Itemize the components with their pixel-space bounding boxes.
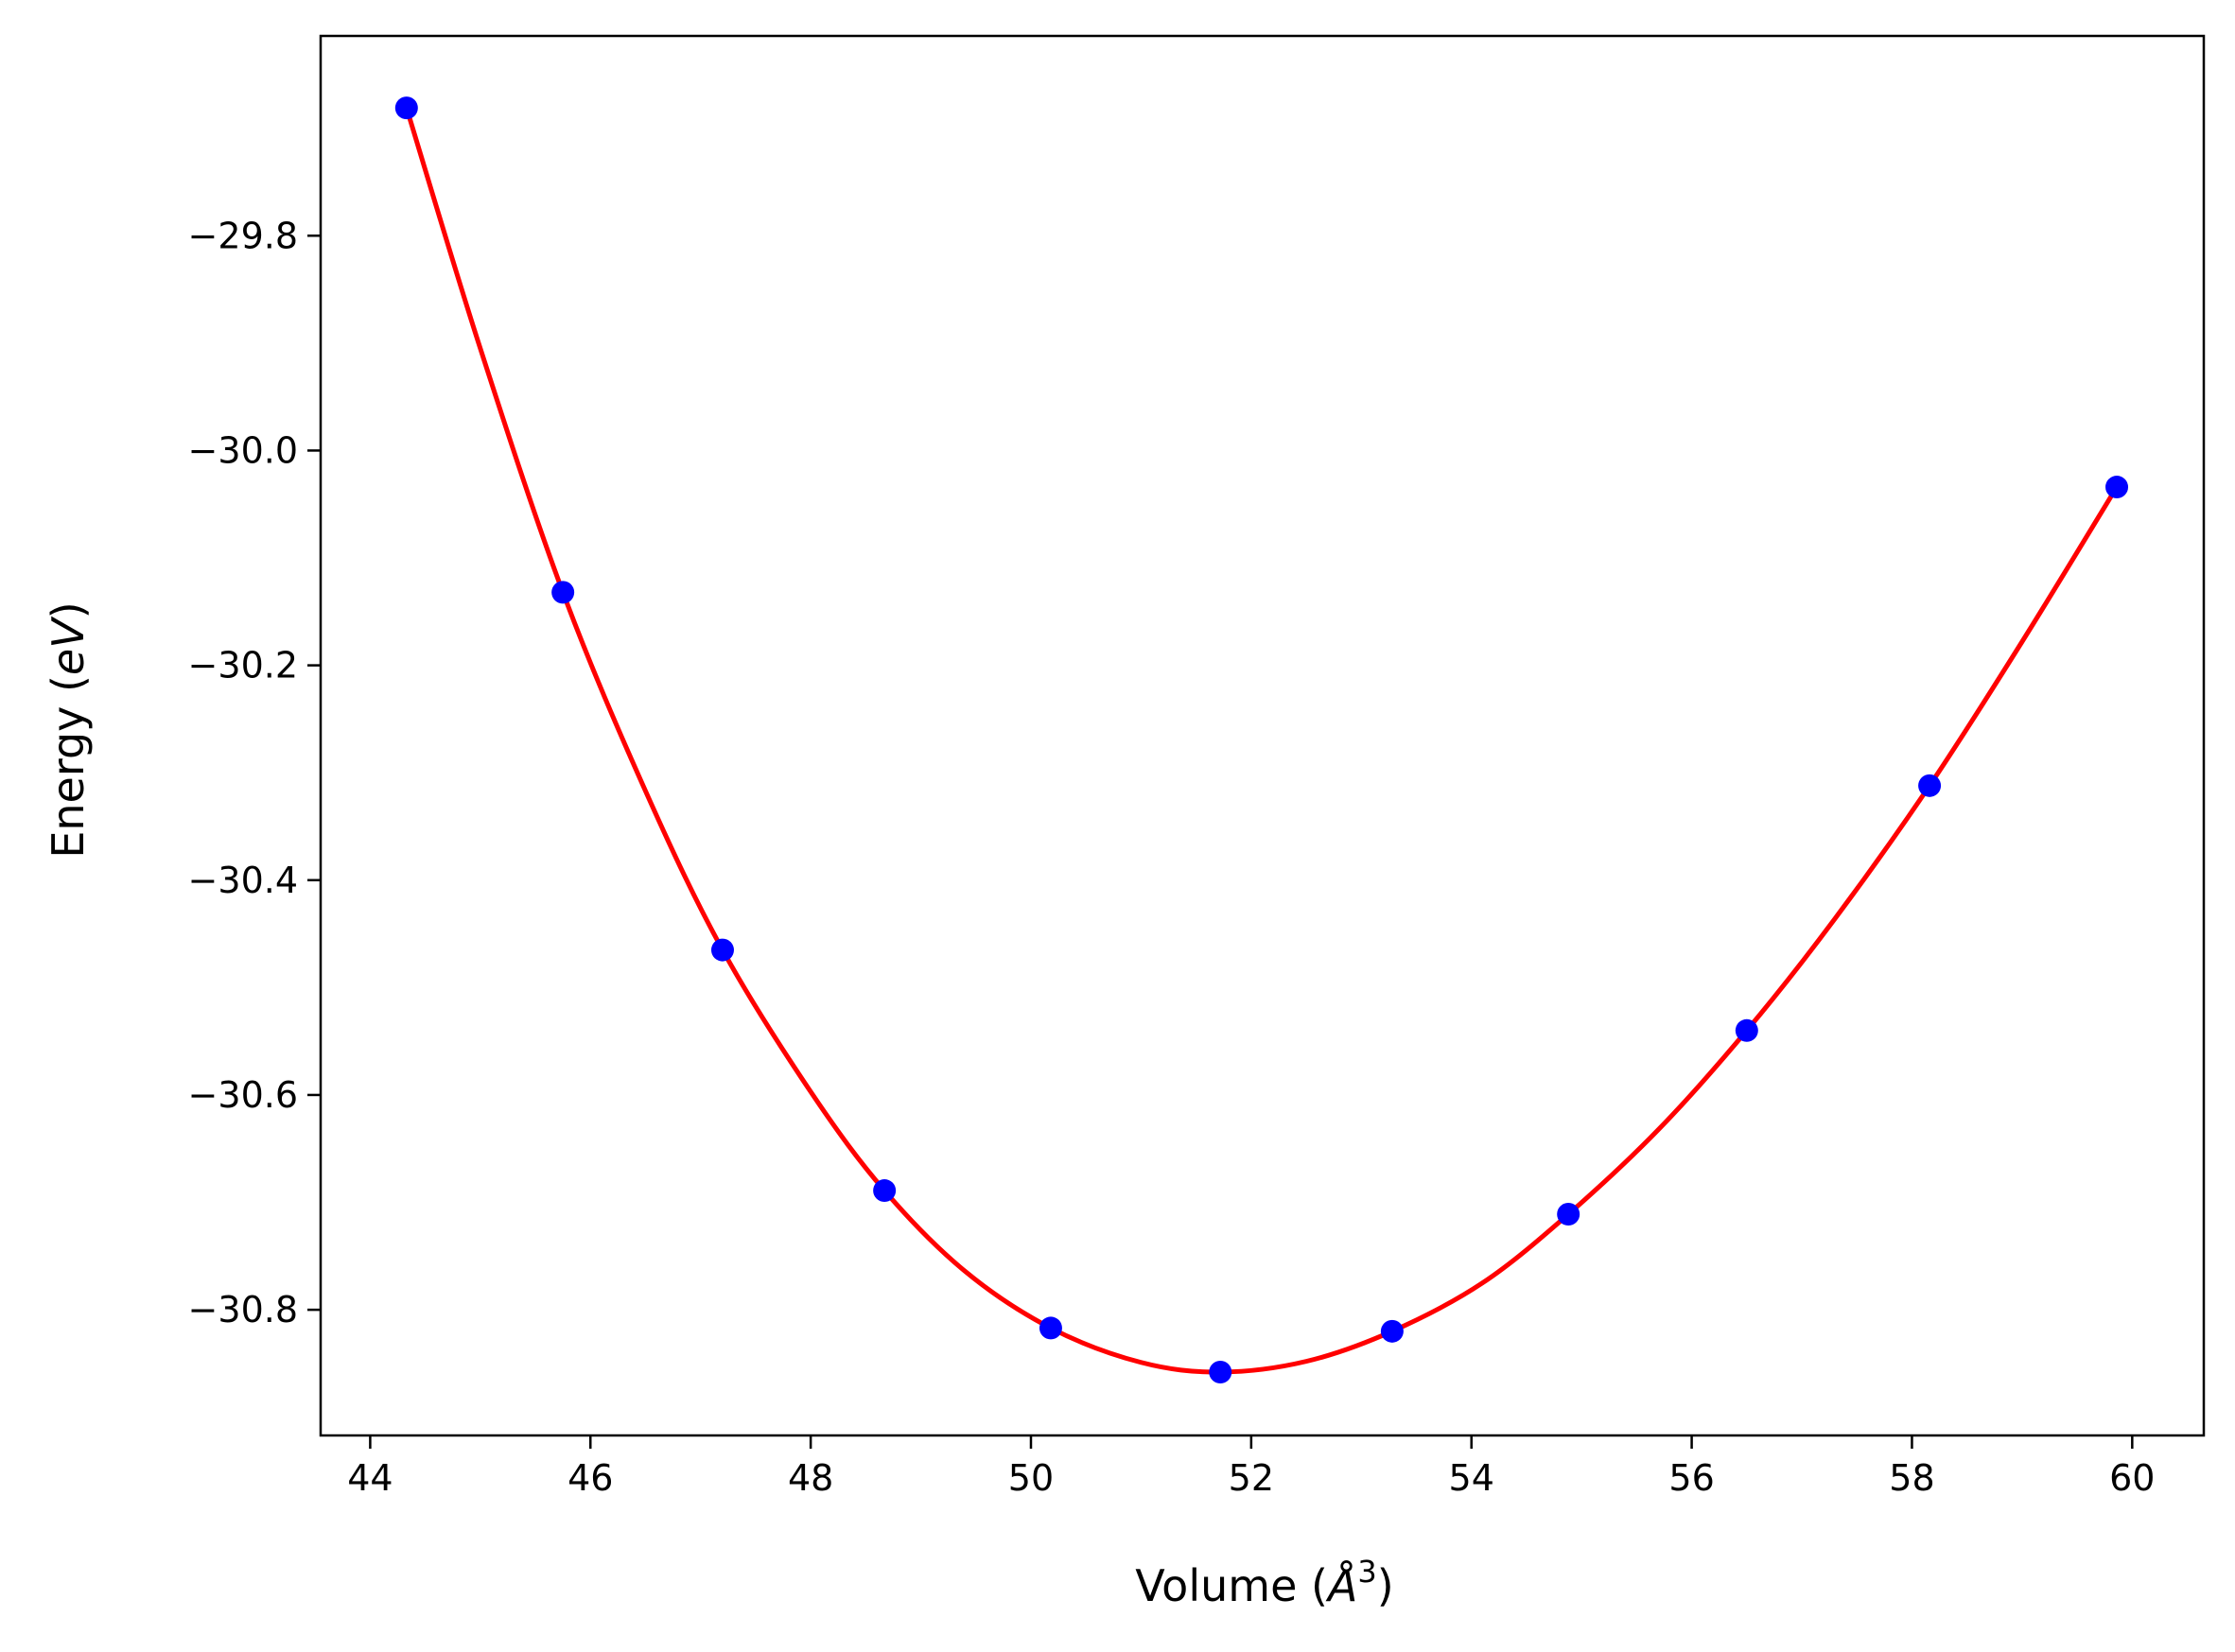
x-tick-label: 50 [1008,1457,1054,1499]
x-tick-label: 52 [1229,1457,1274,1499]
data-point [710,938,734,962]
axis-ticks: 44 46 48 50 52 54 56 58 60 −29.8 −30.0 −30.2 −30.4 −3… [188,215,2156,1499]
x-tick-label: 46 [567,1457,613,1499]
data-point [394,96,418,120]
data-point [873,1179,897,1203]
y-tick-label: −29.8 [188,215,298,256]
data-point [1380,1319,1404,1343]
data-point [1039,1316,1062,1340]
y-tick-label: −30.2 [188,645,298,687]
x-tick-label: 58 [1889,1457,1934,1499]
x-tick-label: 60 [2109,1457,2155,1499]
data-point [1735,1018,1758,1042]
data-point [551,581,575,604]
x-tick-label: 54 [1449,1457,1494,1499]
y-axis-label: Energy (eV) [43,601,94,858]
y-tick-label: −30.8 [188,1289,298,1330]
x-axis-label: Volume (Å3) [1135,1554,1393,1611]
y-tick-label: −30.6 [188,1074,298,1116]
y-tick-label: −30.4 [188,860,298,901]
fit-curve [404,107,2120,1375]
axes-frame [319,34,2206,1437]
y-tick-label: −30.0 [188,429,298,471]
data-point [1557,1203,1580,1226]
x-tick-label: 44 [347,1457,393,1499]
data-point [1918,774,1942,797]
data-point [2105,476,2129,499]
x-tick-label: 48 [788,1457,833,1499]
x-tick-label: 56 [1668,1457,1714,1499]
plot-area [394,96,2129,1383]
data-point [1209,1360,1232,1383]
